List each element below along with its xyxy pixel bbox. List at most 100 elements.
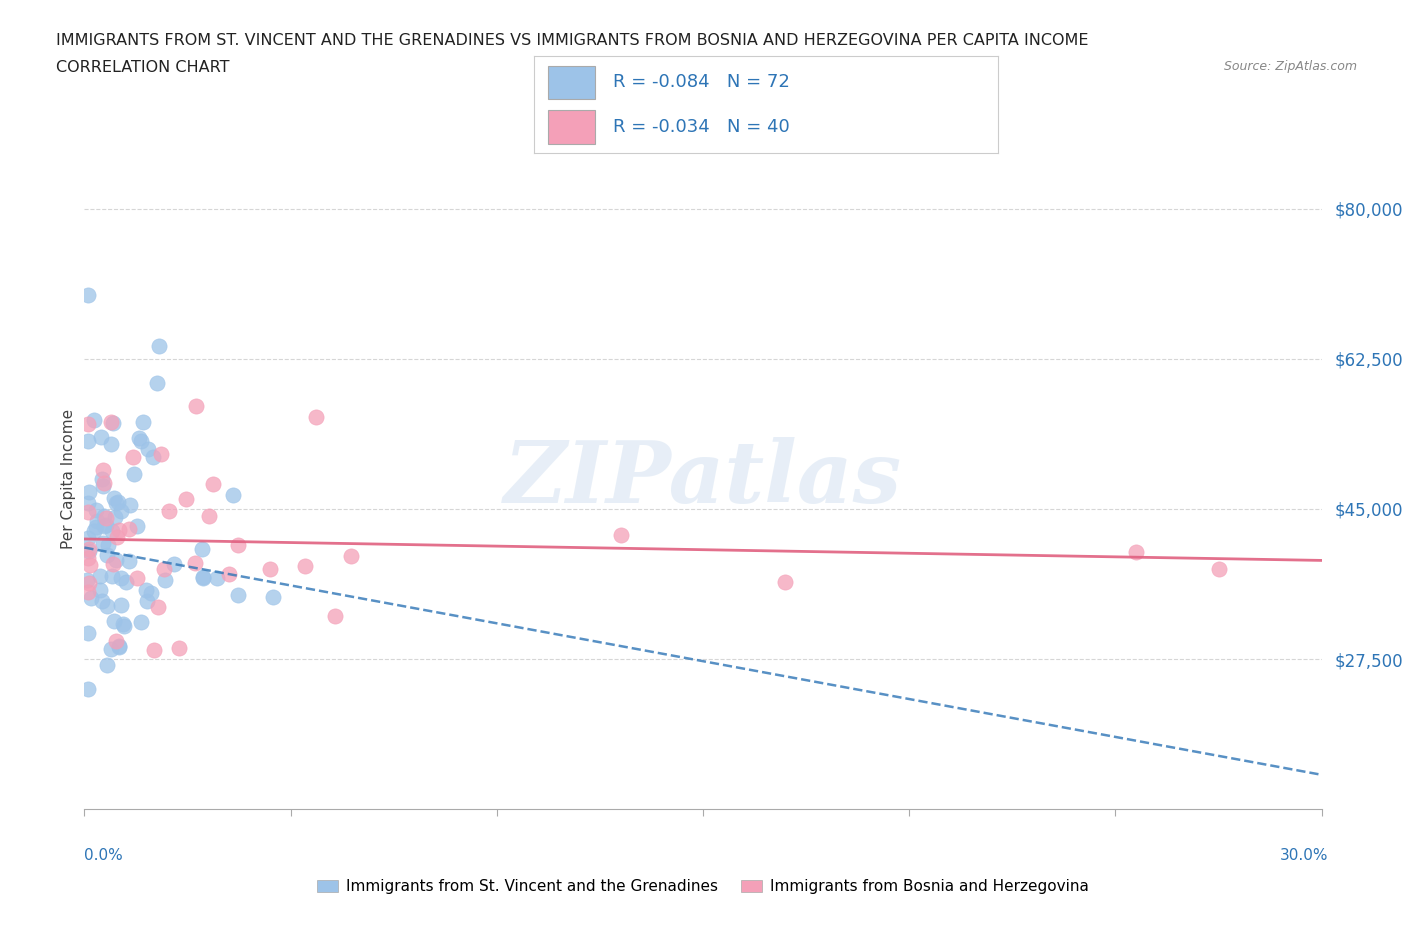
Point [83,413,105,428]
Point [134,582,156,597]
Point [146,600,169,615]
FancyBboxPatch shape [548,66,595,99]
Point [79,557,101,572]
Point [77,504,100,519]
Text: Source: ZipAtlas.com: Source: ZipAtlas.com [1223,60,1357,73]
Point [136,442,159,457]
Point [103,490,125,505]
Point [775,575,797,590]
Point [294,559,316,574]
Point [118,521,141,536]
Point [80,591,103,605]
Point [107,638,129,653]
Point [84,520,107,535]
Text: 0.0%: 0.0% [84,848,124,863]
Point [101,416,124,431]
Point [86,513,108,528]
Point [84,503,107,518]
Point [153,573,176,588]
Point [340,549,363,564]
Text: CORRELATION CHART: CORRELATION CHART [56,60,229,75]
Point [163,556,186,571]
Point [228,588,250,603]
Point [110,597,132,612]
Point [129,615,152,630]
Point [105,530,128,545]
Point [97,538,120,552]
Point [122,467,145,482]
Point [77,682,100,697]
Point [96,547,118,562]
Point [184,555,207,570]
Point [90,472,112,486]
Point [96,658,118,672]
Point [222,487,245,502]
Legend: Immigrants from St. Vincent and the Grenadines, Immigrants from Bosnia and Herze: Immigrants from St. Vincent and the Gren… [311,873,1095,900]
Point [226,538,249,552]
Point [77,585,100,600]
Point [77,287,100,302]
Point [89,582,111,597]
Point [79,541,101,556]
Text: R = -0.084   N = 72: R = -0.084 N = 72 [613,73,790,91]
Point [77,417,100,432]
Point [127,571,149,586]
Point [197,508,219,523]
Point [101,557,124,572]
Text: IMMIGRANTS FROM ST. VINCENT AND THE GRENADINES VS IMMIGRANTS FROM BOSNIA AND HER: IMMIGRANTS FROM ST. VINCENT AND THE GREN… [56,33,1088,47]
Point [142,450,165,465]
Y-axis label: Per Capita Income: Per Capita Income [60,409,76,549]
Point [94,517,117,532]
Point [1125,544,1147,559]
Point [323,609,346,624]
Point [104,510,127,525]
Point [107,640,129,655]
Point [96,511,118,525]
FancyBboxPatch shape [548,111,595,144]
Text: 30.0%: 30.0% [1281,848,1329,863]
Point [110,571,132,586]
Text: R = -0.034   N = 40: R = -0.034 N = 40 [613,118,790,136]
Point [127,519,149,534]
Point [90,430,112,445]
Point [157,504,180,519]
Point [108,523,131,538]
Point [100,569,122,584]
Point [77,531,100,546]
Point [77,433,100,448]
Point [83,524,105,538]
Point [143,642,166,657]
Point [112,619,135,634]
Point [141,585,163,600]
Point [100,642,122,657]
Point [304,409,326,424]
Point [169,641,191,656]
Point [93,509,115,524]
Point [91,463,114,478]
Point [609,527,631,542]
Point [1208,562,1230,577]
Point [77,485,100,499]
Point [105,553,128,568]
Point [152,562,174,577]
Point [205,570,228,585]
Point [105,633,128,648]
Point [104,496,127,511]
Point [111,617,134,631]
Point [149,446,172,461]
Point [191,569,214,584]
Point [115,575,138,590]
Point [91,536,114,551]
Point [202,476,225,491]
Point [100,436,122,451]
Point [90,593,112,608]
Point [136,593,159,608]
Point [77,551,100,565]
Point [184,399,207,414]
Point [77,626,100,641]
Point [77,543,100,558]
Point [76,573,98,588]
Point [110,504,132,519]
Point [129,433,152,448]
Point [77,496,100,511]
